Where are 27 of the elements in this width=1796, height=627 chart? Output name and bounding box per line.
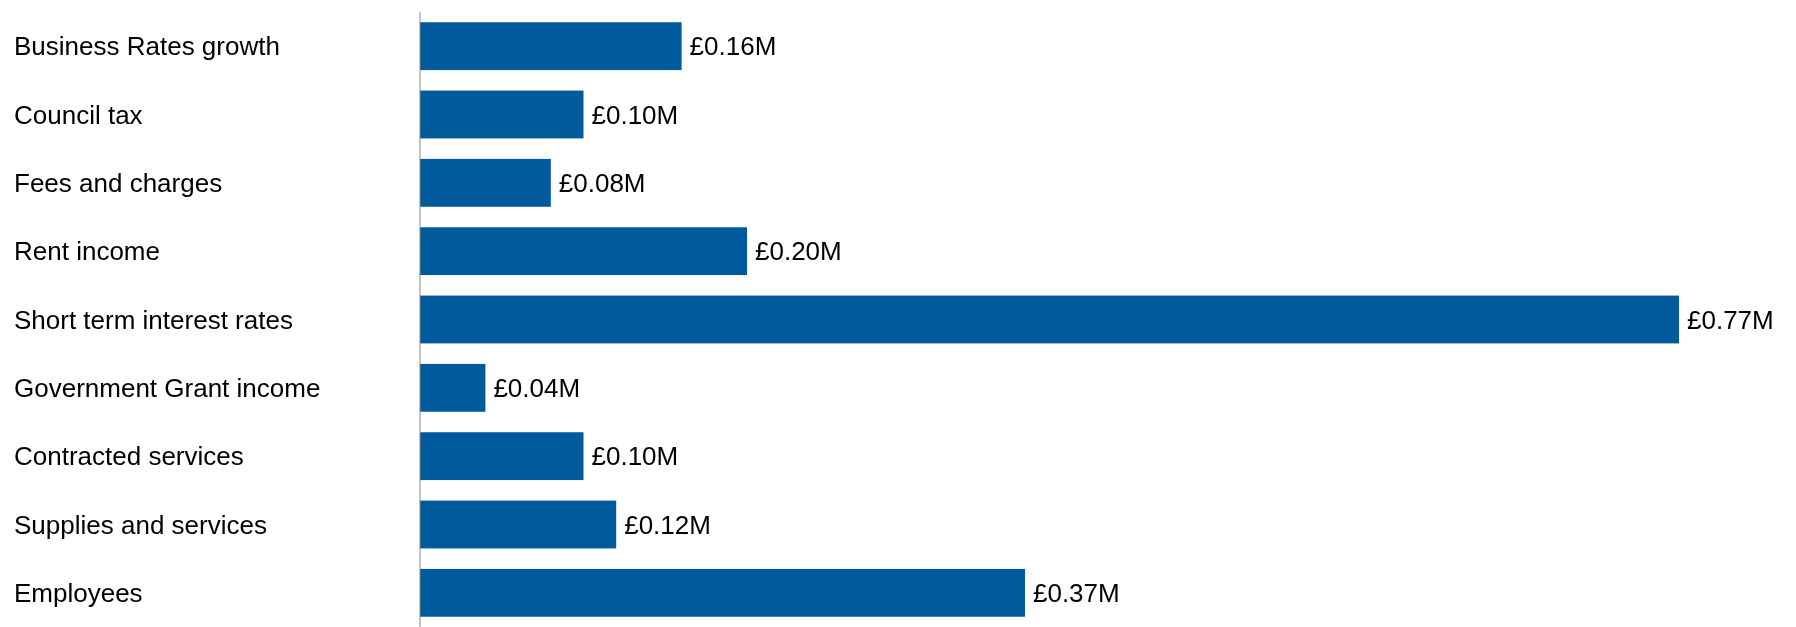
- data-label: £0.12M: [624, 509, 711, 540]
- bar: [420, 22, 682, 71]
- data-label: £0.16M: [689, 31, 777, 62]
- data-label: £0.37M: [1032, 577, 1120, 608]
- bar: [420, 295, 1679, 344]
- bar: [420, 158, 551, 207]
- data-label: £0.77M: [1687, 304, 1774, 335]
- data-label: £0.20M: [755, 236, 842, 267]
- y-tick-label: Employees: [14, 577, 143, 608]
- bar: [420, 90, 584, 139]
- data-label: £0.04M: [493, 372, 581, 403]
- data-label: £0.10M: [591, 441, 679, 472]
- bar: [420, 363, 486, 412]
- y-tick-label: Supplies and services: [14, 509, 267, 540]
- y-tick-label: Rent income: [14, 236, 160, 267]
- y-tick-label: Fees and charges: [14, 167, 223, 198]
- data-label: £0.08M: [558, 167, 646, 198]
- data-label: £0.10M: [591, 99, 679, 130]
- bar: [420, 500, 617, 549]
- bar: [420, 568, 1025, 617]
- y-tick-label: Council tax: [14, 99, 143, 130]
- y-tick-label: Short term interest rates: [14, 304, 293, 335]
- y-tick-label: Business Rates growth: [14, 31, 280, 62]
- bar: [420, 227, 748, 276]
- y-tick-label: Contracted services: [14, 441, 244, 472]
- bar: [420, 432, 584, 481]
- y-tick-label: Government Grant income: [14, 372, 321, 403]
